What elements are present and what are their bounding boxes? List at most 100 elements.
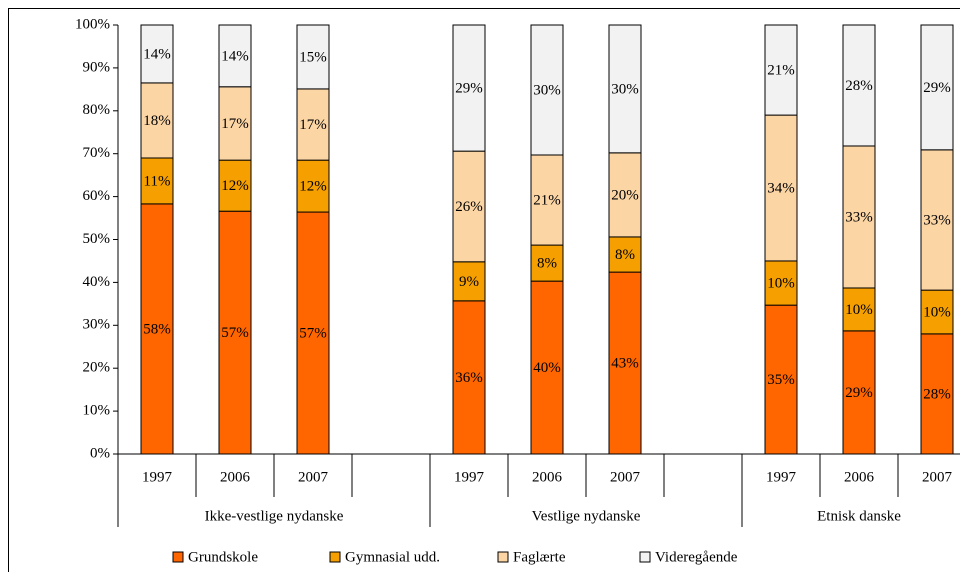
bar-segment [296,88,330,161]
bar-segment [842,330,876,455]
data-label: 21% [767,62,795,78]
data-label: 33% [923,212,951,228]
bar-segment [530,280,564,455]
bar-segment [842,24,876,147]
data-label: 12% [221,178,249,194]
legend-swatch [639,551,651,563]
data-label: 33% [845,209,873,225]
data-label: 26% [455,199,483,215]
bar-segment [452,150,486,263]
frame [8,8,960,572]
data-label: 29% [845,385,873,401]
data-label: 14% [143,46,171,62]
bar-segment [140,82,174,159]
bar-segment [452,261,486,302]
data-label: 8% [537,256,557,272]
bar-segment [842,287,876,332]
y-tick-label: 30% [83,317,111,333]
data-label: 34% [767,180,795,196]
y-tick-label: 50% [83,231,111,247]
bar-segment [764,114,798,262]
x-tick-label: 2006 [532,469,563,485]
x-tick-label: 2007 [298,469,329,485]
data-label: 10% [923,304,951,320]
data-label: 35% [767,372,795,388]
data-label: 58% [143,321,171,337]
data-label: 8% [615,247,635,263]
data-label: 20% [611,187,639,203]
bar-segment [920,289,954,335]
y-tick-label: 90% [83,59,111,75]
data-label: 57% [299,325,327,341]
bar-segment [140,203,174,455]
data-label: 10% [767,275,795,291]
data-label: 36% [455,370,483,386]
x-tick-label: 1997 [142,469,173,485]
bar-segment [530,24,564,156]
data-label: 17% [299,117,327,133]
bar-segment [920,24,954,151]
data-label: 18% [143,113,171,129]
bar-segment [452,24,486,152]
legend-swatch [329,551,341,563]
group-label: Vestlige nydanske [532,508,641,524]
bar-segment [218,86,252,161]
bar-segment [608,271,642,455]
legend-label: Videregående [655,549,738,565]
x-tick-label: 2007 [610,469,641,485]
legend-label: Faglærte [513,549,566,565]
bar-segment [608,152,642,238]
data-label: 14% [221,48,249,64]
group-label: Ikke-vestlige nydanske [205,508,344,524]
bar-segment [140,157,174,205]
legend-label: Grundskole [188,549,258,565]
bar-segment [296,24,330,90]
y-tick-label: 60% [83,188,111,204]
data-label: 11% [144,173,171,189]
x-tick-label: 1997 [766,469,797,485]
data-label: 43% [611,355,639,371]
data-label: 28% [923,386,951,402]
bar-segment [608,24,642,154]
data-label: 28% [845,78,873,94]
bar-segment [140,24,174,84]
y-tick-label: 10% [83,403,111,419]
bar-segment [530,154,564,246]
data-label: 21% [533,192,561,208]
data-label: 29% [455,81,483,97]
x-tick-label: 2007 [922,469,953,485]
y-tick-label: 40% [83,274,111,290]
bar-segment [920,333,954,455]
data-label: 15% [299,49,327,65]
legend-label: Gymnasial udd. [345,549,440,565]
x-tick-label: 2006 [220,469,251,485]
legend-swatch [172,551,184,563]
bar-segment [920,149,954,291]
bar-segment [452,300,486,455]
y-tick-label: 20% [83,360,111,376]
legend-swatch [497,551,509,563]
bar-segment [764,260,798,306]
y-tick-label: 80% [83,102,111,118]
data-label: 30% [533,82,561,98]
y-tick-label: 100% [75,16,110,32]
data-label: 40% [533,360,561,376]
x-tick-label: 2006 [844,469,875,485]
bar-segment [218,24,252,88]
data-label: 17% [221,116,249,132]
data-label: 30% [611,81,639,97]
bar-segment [218,159,252,212]
group-label: Etnisk danske [817,508,901,524]
data-label: 29% [923,80,951,96]
bar-segment [296,159,330,213]
x-tick-label: 1997 [454,469,485,485]
bar-segment [296,211,330,455]
y-tick-label: 0% [90,445,110,461]
data-label: 10% [845,302,873,318]
data-label: 57% [221,325,249,341]
y-tick-label: 70% [83,145,111,161]
data-label: 12% [299,179,327,195]
data-label: 9% [459,274,479,290]
bar-segment [764,24,798,116]
